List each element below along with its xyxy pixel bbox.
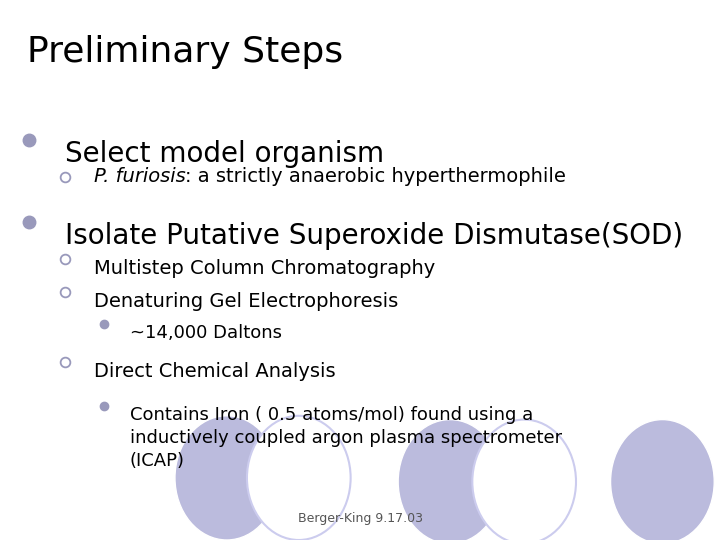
Text: Preliminary Steps: Preliminary Steps — [27, 35, 343, 69]
Text: P. furiosis: P. furiosis — [94, 167, 185, 186]
Ellipse shape — [611, 420, 714, 540]
Ellipse shape — [398, 420, 502, 540]
Text: Select model organism: Select model organism — [65, 140, 384, 168]
Text: Denaturing Gel Electrophoresis: Denaturing Gel Electrophoresis — [94, 292, 398, 310]
Text: : a strictly anaerobic hyperthermophile: : a strictly anaerobic hyperthermophile — [185, 167, 566, 186]
Text: Contains Iron ( 0.5 atoms/mol) found using a
inductively coupled argon plasma sp: Contains Iron ( 0.5 atoms/mol) found usi… — [130, 406, 562, 470]
Text: Isolate Putative Superoxide Dismutase(SOD): Isolate Putative Superoxide Dismutase(SO… — [65, 222, 683, 251]
Text: Direct Chemical Analysis: Direct Chemical Analysis — [94, 362, 336, 381]
Ellipse shape — [247, 416, 351, 540]
Text: Multistep Column Chromatography: Multistep Column Chromatography — [94, 259, 435, 278]
Text: ~14,000 Daltons: ~14,000 Daltons — [130, 324, 282, 342]
Ellipse shape — [175, 416, 279, 540]
Text: Berger-King 9.17.03: Berger-King 9.17.03 — [297, 512, 423, 525]
Ellipse shape — [472, 420, 576, 540]
